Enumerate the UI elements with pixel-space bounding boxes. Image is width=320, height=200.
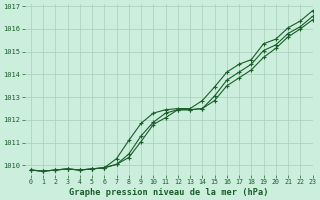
X-axis label: Graphe pression niveau de la mer (hPa): Graphe pression niveau de la mer (hPa) (69, 188, 268, 197)
